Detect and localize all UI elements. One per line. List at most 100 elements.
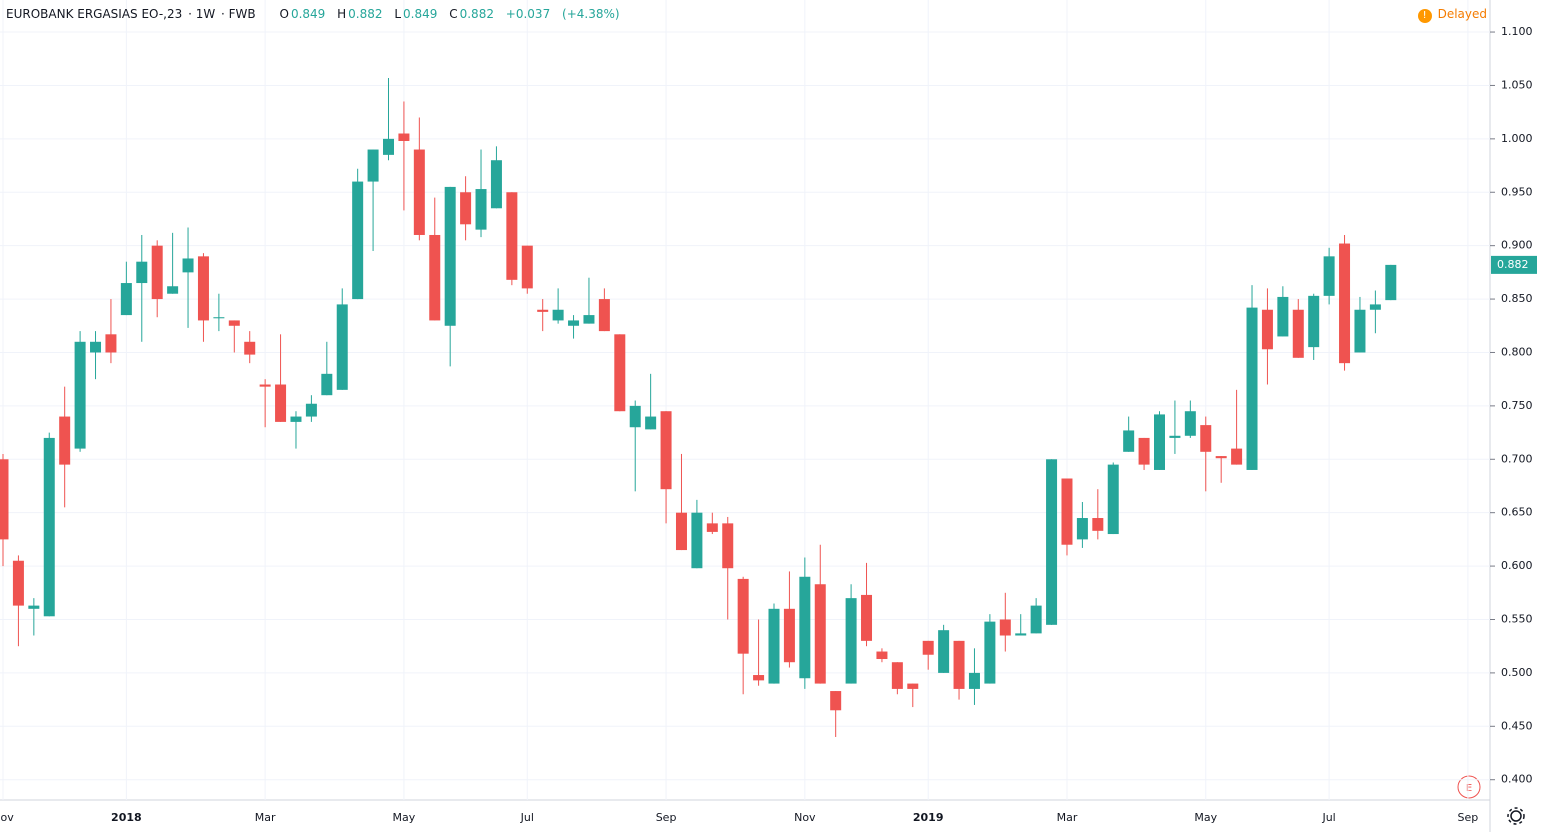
candle-body <box>167 286 179 294</box>
x-tick-label: 2019 <box>913 811 944 824</box>
candle-body <box>182 258 194 273</box>
candle-body <box>1092 518 1104 531</box>
candle-body <box>1169 435 1181 438</box>
candle-body <box>28 605 40 609</box>
candle-body <box>244 341 256 355</box>
candle-body <box>953 640 965 689</box>
change-pct: (+4.38%) <box>562 7 620 21</box>
x-tick-label: Nov <box>794 811 816 824</box>
y-tick-label: 0.850 <box>1501 292 1533 305</box>
status-label: Delayed <box>1437 7 1487 21</box>
ohlc-label: C <box>449 7 458 21</box>
x-tick-label: May <box>1194 811 1217 824</box>
candle-body <box>1323 256 1335 296</box>
candle-body <box>999 619 1011 636</box>
y-tick-label: 0.800 <box>1501 345 1533 358</box>
candle-body <box>922 640 934 655</box>
candle-body <box>845 598 857 684</box>
candle-body <box>737 578 749 654</box>
candle-body <box>1138 437 1150 465</box>
y-tick-label: 0.750 <box>1501 399 1533 412</box>
candle-body <box>645 416 657 430</box>
candle-body <box>1200 425 1212 452</box>
x-tick-label: Mar <box>255 811 276 824</box>
ohlc-label: O <box>279 7 289 21</box>
delayed-status[interactable]: ! Delayed <box>1417 7 1487 23</box>
ohlc-value: 0.882 <box>459 7 494 21</box>
candle-body <box>968 672 980 689</box>
y-tick-label: 0.550 <box>1501 612 1533 625</box>
y-tick-label: 0.950 <box>1501 185 1533 198</box>
candle-body <box>722 523 734 569</box>
candle-body <box>583 315 595 324</box>
y-tick-label: 0.500 <box>1501 666 1533 679</box>
candle-body <box>290 416 302 422</box>
y-tick-label: 0.700 <box>1501 452 1533 465</box>
candle-body <box>1154 414 1165 470</box>
x-tick-label: Mar <box>1057 811 1078 824</box>
candle-body <box>105 334 117 353</box>
candle-body <box>568 320 580 326</box>
x-tick-label: Nov <box>0 811 14 824</box>
candle-body <box>814 584 826 684</box>
candle-body <box>706 523 718 532</box>
candle-body <box>275 384 287 422</box>
candle-body <box>691 512 703 569</box>
candle-body <box>598 299 610 332</box>
candle-body <box>336 304 348 390</box>
candle-body <box>120 283 132 316</box>
candle-body <box>552 309 564 321</box>
candle-body <box>0 459 9 540</box>
candle-body <box>1354 309 1366 353</box>
candle-body <box>799 576 811 679</box>
candle-body <box>783 608 795 663</box>
y-tick-label: 0.650 <box>1501 506 1533 519</box>
exchange: FWB <box>228 7 256 21</box>
candle-body <box>1246 307 1258 470</box>
candle-body <box>907 683 919 689</box>
candle-body <box>614 334 626 412</box>
candle-body <box>1369 304 1381 310</box>
candle-body <box>367 149 379 182</box>
candle-body <box>521 245 533 289</box>
last-price-label: 0.882 <box>1497 258 1529 271</box>
candle-body <box>228 320 240 326</box>
candle-body <box>1215 456 1227 459</box>
candle-body <box>1261 309 1273 350</box>
event-marker-label: E <box>1466 783 1472 794</box>
candle-body <box>876 651 888 660</box>
candle-body <box>1030 605 1042 634</box>
candle-body <box>768 608 780 684</box>
y-tick-label: 0.400 <box>1501 773 1533 786</box>
x-tick-label: Jul <box>1321 811 1335 824</box>
candle-body <box>753 675 765 681</box>
candle-body <box>629 405 641 428</box>
event-marker[interactable] <box>1457 775 1481 799</box>
candle-body <box>259 384 271 387</box>
candle-body <box>43 437 55 617</box>
settings-icon[interactable] <box>1507 807 1525 825</box>
candle-body <box>1339 243 1351 364</box>
y-tick-label: 0.600 <box>1501 559 1533 572</box>
candle-body <box>506 192 518 280</box>
interval[interactable]: 1W <box>195 7 216 21</box>
candle-body <box>305 403 317 417</box>
x-tick-label: 2018 <box>111 811 142 824</box>
candle-body <box>321 373 333 396</box>
title: EUROBANK ERGASIAS EO-,23 <box>6 7 183 21</box>
candle-body <box>1076 518 1088 540</box>
candle-body <box>490 160 502 209</box>
candle-body <box>1061 478 1073 545</box>
candle-body <box>938 630 950 673</box>
candle-body <box>213 317 225 319</box>
ohlc-label: L <box>394 7 402 21</box>
y-tick-label: 0.450 <box>1501 719 1533 732</box>
candle-body <box>830 691 842 711</box>
candle-body <box>1308 295 1320 348</box>
y-tick-label: 1.050 <box>1501 78 1533 91</box>
candle-body <box>398 133 410 141</box>
candle-body <box>1292 309 1304 358</box>
candle-body <box>675 512 687 551</box>
ohlc-value: 0.849 <box>290 7 326 21</box>
